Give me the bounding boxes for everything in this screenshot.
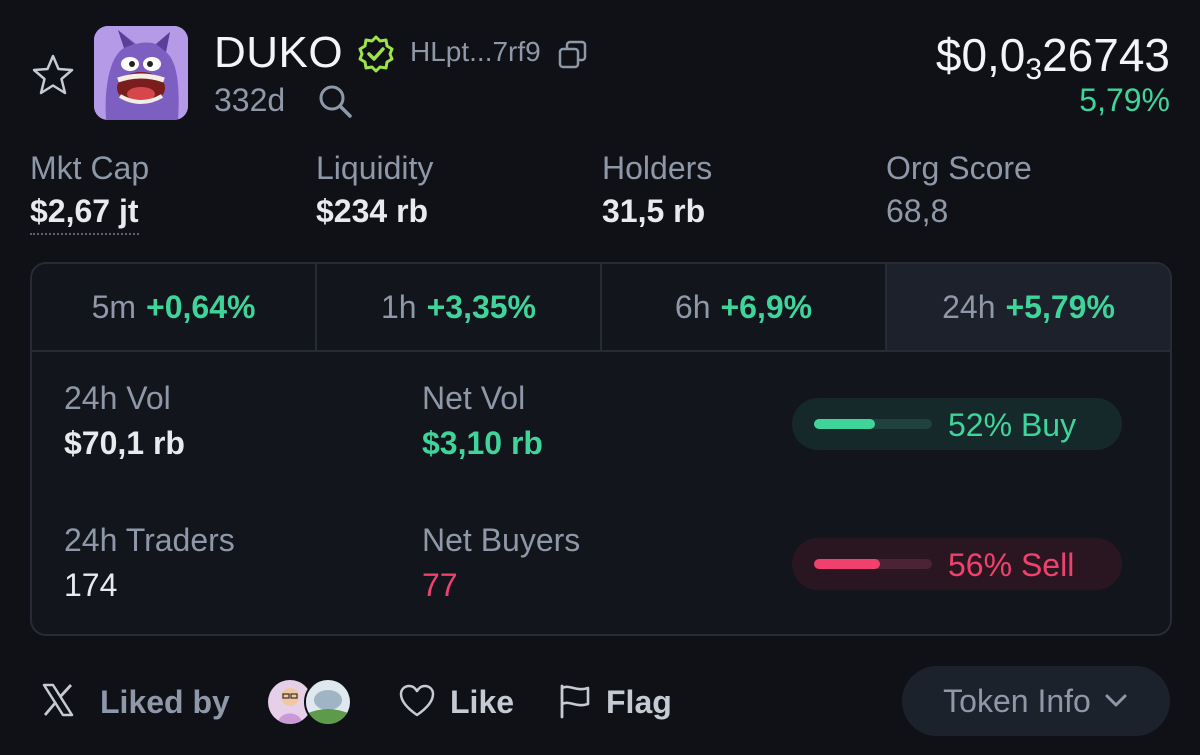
traders-value: 174 <box>64 567 118 603</box>
tab-1h[interactable]: 1h +3,35% <box>317 264 602 350</box>
traders-label: 24h Traders <box>64 522 235 558</box>
volume-cell: 24h Vol $70,1 rb <box>64 380 185 462</box>
buy-ratio-pill: 52% Buy <box>792 398 1122 450</box>
volume-label: 24h Vol <box>64 380 171 416</box>
stat-org-score: Org Score 68,8 <box>886 150 1032 230</box>
tab-5m[interactable]: 5m +0,64% <box>32 264 317 350</box>
stat-label: Holders <box>602 150 713 186</box>
flag-button[interactable]: Flag <box>606 684 672 720</box>
tab-6h[interactable]: 6h +6,9% <box>602 264 887 350</box>
buy-bar-fill <box>814 419 876 429</box>
copy-icon[interactable] <box>556 38 590 72</box>
buy-bar-track <box>814 419 932 429</box>
tab-period: 5m <box>91 288 137 325</box>
star-icon[interactable] <box>30 52 76 98</box>
buy-ratio-label: 52% Buy <box>948 407 1077 443</box>
trading-stats-panel: 5m +0,64% 1h +3,35% 6h +6,9% 24h +5,79% … <box>30 262 1172 636</box>
timeframe-tabs: 5m +0,64% 1h +3,35% 6h +6,9% 24h +5,79% <box>32 264 1170 352</box>
net-buyers-value: 77 <box>422 567 458 603</box>
price-prefix: $0,0 <box>935 29 1026 81</box>
x-logo-icon[interactable] <box>40 682 76 718</box>
chevron-down-icon <box>1105 694 1127 707</box>
stat-liquidity: Liquidity $234 rb <box>316 150 433 230</box>
liked-by-label: Liked by <box>100 684 230 720</box>
sell-bar-fill <box>814 559 881 569</box>
tab-period: 6h <box>674 288 711 325</box>
avatar[interactable] <box>304 678 352 726</box>
verified-badge-icon <box>358 35 394 73</box>
tab-change: +5,79% <box>1005 288 1115 325</box>
stat-value[interactable]: $2,67 jt <box>30 193 139 235</box>
stat-label: Mkt Cap <box>30 150 150 186</box>
traders-cell: 24h Traders 174 <box>64 522 235 604</box>
net-volume-value: $3,10 rb <box>422 425 543 461</box>
volume-value: $70,1 rb <box>64 425 185 461</box>
flag-icon[interactable] <box>556 682 594 720</box>
tab-change: +6,9% <box>720 288 813 325</box>
stat-value: 68,8 <box>886 193 949 229</box>
token-age: 332d <box>214 82 286 118</box>
token-name: DUKO <box>214 28 344 77</box>
stat-market-cap: Mkt Cap $2,67 jt <box>30 150 150 235</box>
sell-bar-track <box>814 559 932 569</box>
stat-label: Liquidity <box>316 150 434 186</box>
search-icon[interactable] <box>316 82 354 120</box>
stat-value: 31,5 rb <box>602 193 706 229</box>
sell-ratio-label: 56% Sell <box>948 547 1075 583</box>
token-info-button[interactable]: Token Info <box>902 666 1170 736</box>
net-buyers-cell: Net Buyers 77 <box>422 522 580 604</box>
price-digits: 26743 <box>1042 29 1170 81</box>
like-button[interactable]: Like <box>450 684 515 720</box>
price-change: 5,79% <box>1079 82 1170 118</box>
tab-change: +3,35% <box>426 288 536 325</box>
stat-holders: Holders 31,5 rb <box>602 150 712 230</box>
token-info-label: Token Info <box>943 682 1091 719</box>
sell-ratio-pill: 56% Sell <box>792 538 1122 590</box>
net-buyers-label: Net Buyers <box>422 522 581 558</box>
tab-change: +0,64% <box>146 288 256 325</box>
price-zero-count: 3 <box>1025 53 1043 86</box>
token-address: HLpt...7rf9 <box>410 36 541 67</box>
net-volume-cell: Net Vol $3,10 rb <box>422 380 543 462</box>
tab-period: 24h <box>942 288 996 325</box>
token-price: $0,0326743 <box>936 28 1170 87</box>
stat-label: Org Score <box>886 150 1032 186</box>
tab-24h[interactable]: 24h +5,79% <box>887 264 1170 350</box>
heart-icon[interactable] <box>398 684 436 718</box>
tab-period: 1h <box>380 288 417 325</box>
stat-value: $234 rb <box>316 193 429 229</box>
net-volume-label: Net Vol <box>422 380 526 416</box>
token-logo <box>94 26 188 120</box>
